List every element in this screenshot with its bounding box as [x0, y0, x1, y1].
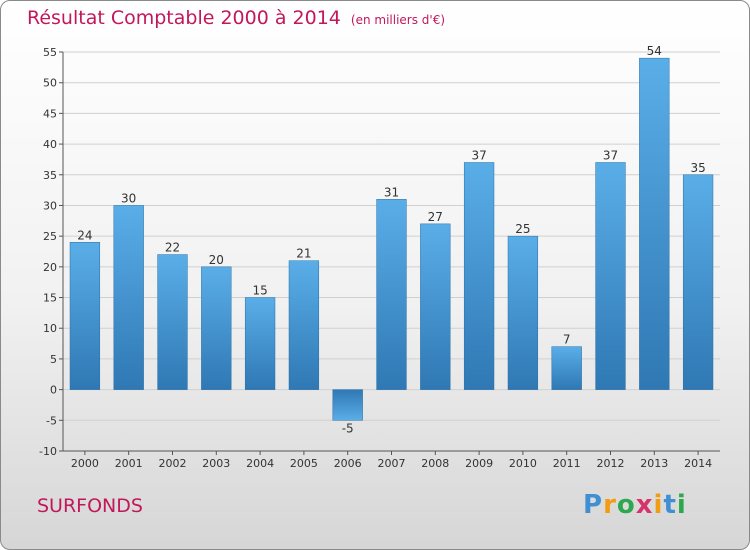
x-tick-label-2001: 2001 — [115, 457, 143, 470]
y-tick-label: 35 — [43, 169, 57, 182]
value-label-2011: 7 — [563, 333, 571, 347]
y-tick-label: -10 — [39, 445, 57, 458]
value-label-2010: 25 — [515, 222, 530, 236]
bar-2002 — [157, 254, 188, 390]
x-tick-label-2007: 2007 — [378, 457, 406, 470]
x-tick-label-2013: 2013 — [640, 457, 668, 470]
x-tick-label-2008: 2008 — [421, 457, 449, 470]
bar-2003 — [201, 266, 232, 390]
y-tick-label: 55 — [43, 46, 57, 59]
chart-title-text: Résultat Comptable 2000 à 2014 — [27, 7, 341, 29]
labels: 24 30 22 20 15 21 -5 31 27 37 25 7 37 54 35 — [77, 44, 705, 435]
bar-2004 — [244, 297, 276, 390]
logo-letter: x — [635, 490, 654, 520]
bars — [69, 57, 714, 421]
y-tick-label: -5 — [46, 414, 57, 427]
bar-2005 — [288, 260, 320, 390]
value-label-2008: 27 — [428, 210, 443, 224]
value-label-2000: 24 — [77, 228, 92, 242]
y-tick-label: 0 — [50, 384, 57, 397]
value-label-2007: 31 — [384, 185, 399, 199]
x-tick-label-2005: 2005 — [290, 457, 318, 470]
bar-2000 — [69, 242, 101, 390]
bar-2013 — [639, 57, 670, 390]
bar-2008 — [420, 223, 451, 390]
logo-letter: o — [616, 490, 636, 520]
value-label-2014: 35 — [690, 161, 705, 175]
value-label-2004: 15 — [252, 284, 267, 298]
x-tick-label-2010: 2010 — [509, 457, 537, 470]
value-label-2012: 37 — [603, 148, 618, 162]
value-label-2006: -5 — [342, 421, 354, 435]
value-label-2002: 22 — [165, 241, 180, 255]
y-tick-label: 5 — [50, 353, 57, 366]
bar-2007 — [376, 199, 407, 390]
x-tick-label-2012: 2012 — [597, 457, 625, 470]
chart-title: Résultat Comptable 2000 à 2014 (en millie… — [27, 7, 445, 29]
bar-2009 — [463, 162, 495, 390]
y-tick-label: 45 — [43, 107, 57, 120]
logo-letter: P — [583, 490, 604, 520]
logo-letter: t — [663, 490, 677, 520]
x-tick-label-2014: 2014 — [684, 457, 712, 470]
value-label-2009: 37 — [471, 148, 486, 162]
x-tick-label-2011: 2011 — [553, 457, 581, 470]
bar-2006 — [332, 389, 363, 421]
y-tick-label: 10 — [43, 322, 57, 335]
x-tick-label-2000: 2000 — [71, 457, 99, 470]
y-tick-label: 20 — [43, 261, 57, 274]
logo-letter: i — [676, 490, 687, 520]
y-tick-label: 40 — [43, 138, 57, 151]
y-tick-label: 50 — [43, 77, 57, 90]
logo-letter: r — [603, 490, 617, 520]
y-tick-label: 15 — [43, 292, 57, 305]
value-label-2003: 20 — [209, 253, 224, 267]
bar-2010 — [507, 235, 539, 390]
bar-2012 — [595, 162, 626, 390]
x-tick-label-2002: 2002 — [159, 457, 187, 470]
y-tick-label: 30 — [43, 199, 57, 212]
logo-letter: i — [653, 490, 664, 520]
bar-2011 — [551, 346, 582, 390]
x-tick-label-2006: 2006 — [334, 457, 362, 470]
x-tick-label-2009: 2009 — [465, 457, 493, 470]
value-label-2013: 54 — [647, 44, 662, 58]
proxiti-logo: Proxiti — [583, 490, 687, 520]
value-label-2005: 21 — [296, 247, 311, 261]
bar-2014 — [682, 174, 714, 390]
x-tick-label-2003: 2003 — [202, 457, 230, 470]
axes: -10 -5 0 5 10 15 20 25 30 35 40 45 50 55 2000 2001 2002 2… — [39, 46, 720, 470]
y-tick-label: 25 — [43, 230, 57, 243]
value-label-2001: 30 — [121, 191, 136, 205]
x-tick-label-2004: 2004 — [246, 457, 274, 470]
bar-2001 — [113, 205, 144, 390]
chart-subtitle: (en milliers d'€) — [350, 13, 446, 27]
place-name: SURFONDS — [37, 495, 143, 517]
